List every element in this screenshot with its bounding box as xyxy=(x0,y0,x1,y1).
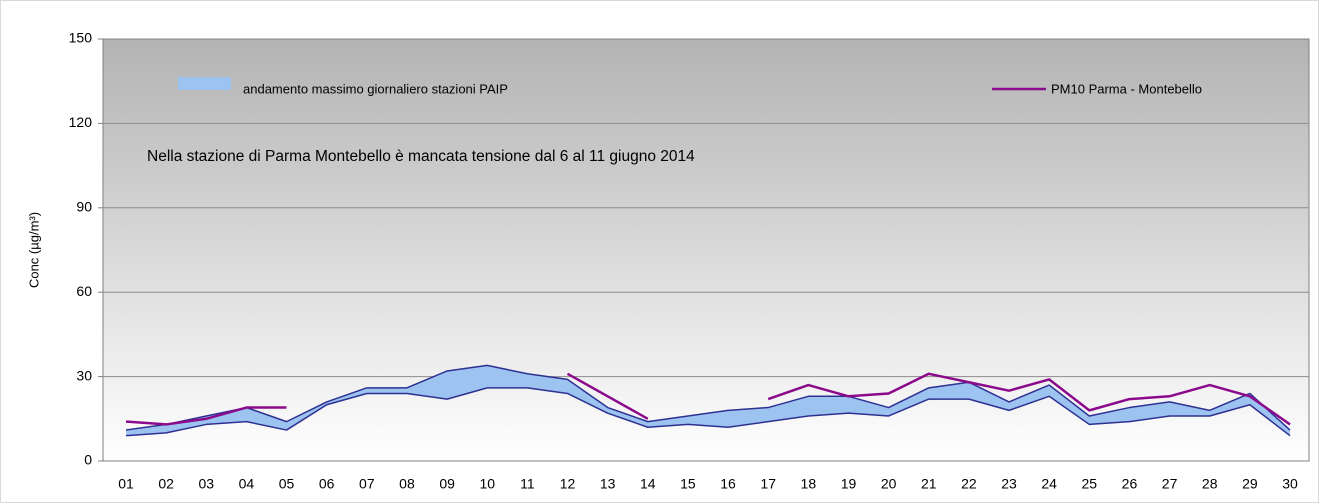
x-tick-label: 20 xyxy=(881,476,897,492)
plot-area xyxy=(102,38,1310,462)
x-tick-label: 23 xyxy=(1001,476,1017,492)
x-tick-label: 14 xyxy=(640,476,656,492)
x-tick-label: 24 xyxy=(1041,476,1057,492)
legend-swatch xyxy=(178,77,231,90)
x-tick-label: 22 xyxy=(961,476,977,492)
y-tick-label: 30 xyxy=(76,367,92,383)
x-tick-label: 30 xyxy=(1282,476,1298,492)
band-lower-line xyxy=(125,387,1291,437)
y-tick-label: 150 xyxy=(69,30,93,46)
y-tick-label: 90 xyxy=(76,199,92,215)
x-tick-label: 06 xyxy=(319,476,335,492)
band-area xyxy=(126,365,1290,436)
x-tick-label: 17 xyxy=(760,476,776,492)
x-tick-label: 26 xyxy=(1122,476,1138,492)
x-tick-label: 02 xyxy=(158,476,174,492)
x-tick-label: 13 xyxy=(600,476,616,492)
x-tick-label: 25 xyxy=(1082,476,1098,492)
x-tick-label: 15 xyxy=(680,476,696,492)
x-tick-label: 09 xyxy=(439,476,455,492)
x-tick-label: 10 xyxy=(479,476,495,492)
x-tick-label: 21 xyxy=(921,476,937,492)
x-tick-label: 27 xyxy=(1162,476,1178,492)
band-upper-line xyxy=(125,364,1291,431)
x-tick-label: 07 xyxy=(359,476,375,492)
series-line xyxy=(125,372,1291,426)
y-tick-label: 60 xyxy=(76,283,92,299)
y-tick-label: 120 xyxy=(69,114,93,130)
x-tick-label: 04 xyxy=(239,476,255,492)
x-tick-label: 19 xyxy=(841,476,857,492)
annotation: Nella stazione di Parma Montebello è man… xyxy=(147,148,695,165)
x-tick-label: 28 xyxy=(1202,476,1218,492)
x-tick-label: 05 xyxy=(279,476,295,492)
legend-label: PM10 Parma - Montebello xyxy=(1051,81,1202,96)
x-tick-label: 03 xyxy=(198,476,214,492)
x-tick-label: 01 xyxy=(118,476,134,492)
legend-label: andamento massimo giornaliero stazioni P… xyxy=(243,81,508,96)
x-tick-label: 12 xyxy=(560,476,576,492)
y-tick-label: 0 xyxy=(84,452,92,468)
y-axis-title: Conc (µg/m³) xyxy=(26,212,41,288)
x-tick-label: 11 xyxy=(520,476,535,492)
x-tick-label: 08 xyxy=(399,476,415,492)
x-tick-label: 29 xyxy=(1242,476,1258,492)
x-tick-label: 16 xyxy=(720,476,736,492)
x-tick-label: 18 xyxy=(801,476,817,492)
